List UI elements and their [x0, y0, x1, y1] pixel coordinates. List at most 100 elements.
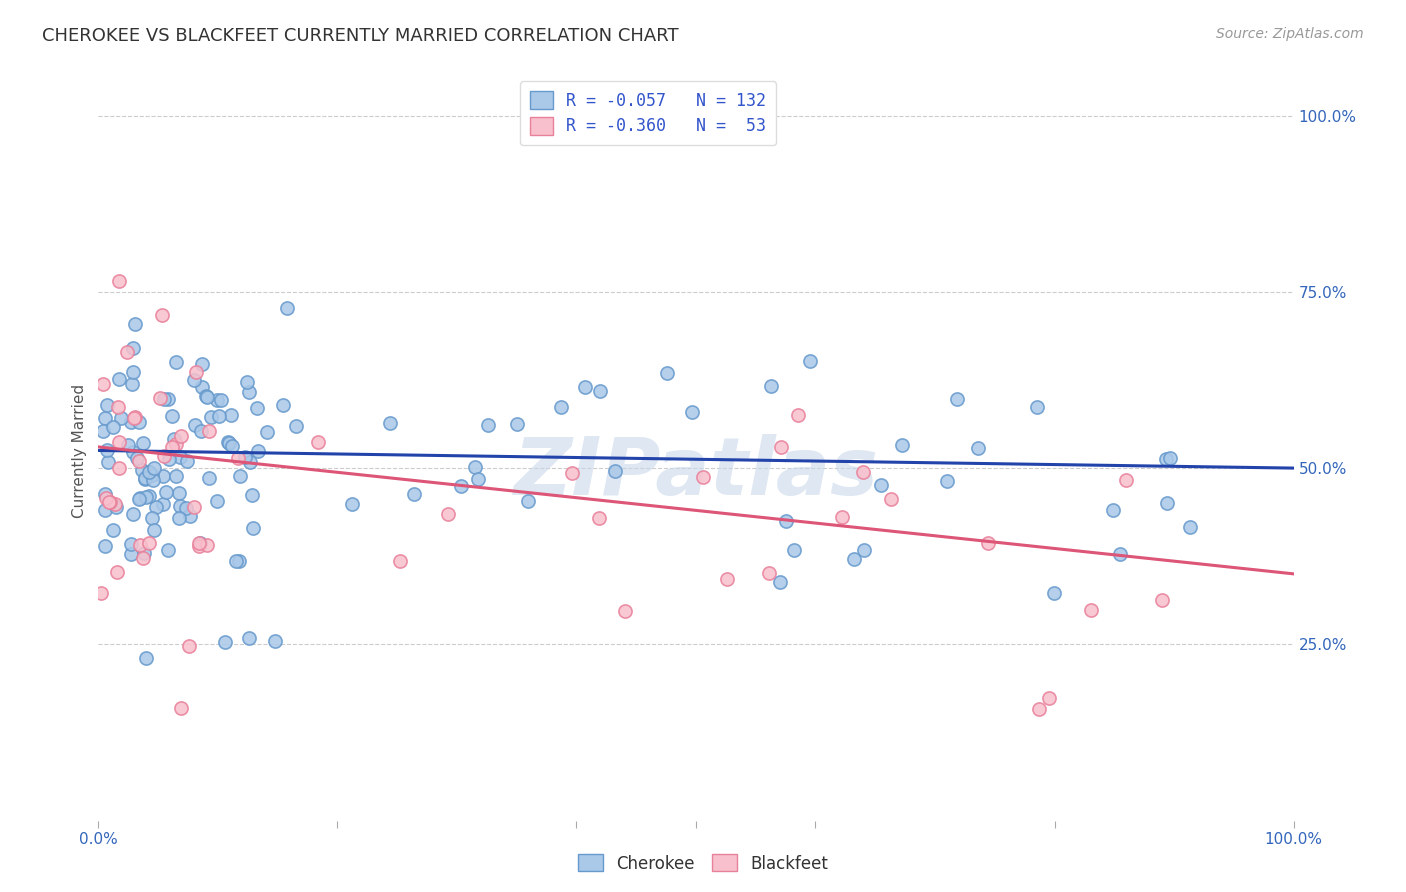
Point [120, 415, 142, 429]
Point [238, 631, 260, 645]
Point [132, 550, 155, 565]
Point [141, 510, 163, 524]
Point [842, 552, 865, 566]
Point [134, 546, 156, 560]
Point [135, 490, 157, 504]
Point [307, 435, 329, 450]
Point [238, 384, 260, 399]
Point [1178, 520, 1201, 534]
Point [217, 435, 239, 450]
Point [153, 449, 176, 463]
Point [107, 400, 129, 414]
Point [378, 417, 401, 431]
Point [1115, 473, 1137, 487]
Point [169, 450, 191, 464]
Point [1156, 495, 1178, 509]
Point [1038, 691, 1060, 706]
Point [228, 553, 250, 567]
Point [179, 508, 201, 523]
Point [229, 469, 252, 483]
Point [157, 543, 180, 558]
Point [195, 388, 218, 402]
Point [141, 468, 163, 483]
Point [124, 317, 146, 331]
Point [256, 425, 278, 440]
Point [271, 398, 294, 412]
Point [120, 537, 142, 551]
Point [782, 542, 804, 557]
Point [108, 461, 131, 475]
Point [150, 308, 173, 322]
Point [247, 443, 270, 458]
Point [128, 415, 150, 429]
Point [852, 465, 875, 479]
Point [197, 471, 219, 485]
Point [101, 420, 124, 434]
Point [221, 439, 243, 453]
Point [138, 465, 160, 479]
Point [104, 497, 127, 511]
Point [156, 392, 179, 406]
Point [169, 499, 191, 513]
Point [107, 371, 129, 385]
Point [240, 488, 263, 502]
Point [759, 379, 782, 393]
Point [115, 345, 138, 359]
Point [122, 507, 145, 521]
Point [589, 384, 612, 398]
Point [191, 358, 214, 372]
Point [90, 586, 112, 600]
Point [93, 424, 115, 438]
Point [94, 540, 117, 554]
Point [163, 432, 186, 446]
Point [94, 503, 117, 517]
Point [1102, 502, 1125, 516]
Point [831, 510, 853, 524]
Point [692, 470, 714, 484]
Point [145, 500, 167, 514]
Point [242, 521, 264, 535]
Point [799, 354, 821, 368]
Point [183, 373, 205, 387]
Point [96, 443, 118, 458]
Point [787, 409, 810, 423]
Point [187, 536, 209, 550]
Point [128, 492, 150, 507]
Point [96, 398, 118, 412]
Point [165, 437, 187, 451]
Point [225, 554, 247, 568]
Point [284, 418, 307, 433]
Point [179, 639, 201, 653]
Point [157, 452, 180, 467]
Point [142, 524, 165, 538]
Point [121, 365, 143, 379]
Point [97, 455, 120, 469]
Point [108, 273, 131, 287]
Point [143, 460, 166, 475]
Point [205, 494, 228, 508]
Point [124, 410, 146, 425]
Point [188, 539, 211, 553]
Point [550, 401, 572, 415]
Point [198, 425, 221, 439]
Point [758, 566, 780, 580]
Point [1154, 452, 1177, 467]
Point [681, 405, 703, 419]
Point [128, 454, 150, 468]
Point [209, 392, 232, 407]
Point [131, 463, 153, 477]
Point [236, 375, 259, 389]
Point [195, 391, 218, 405]
Point [464, 459, 486, 474]
Point [94, 410, 117, 425]
Point [517, 494, 540, 508]
Point [1025, 400, 1047, 414]
Point [467, 472, 489, 486]
Legend: Cherokee, Blackfeet: Cherokee, Blackfeet [571, 847, 835, 880]
Point [239, 455, 262, 469]
Point [98, 495, 121, 509]
Point [121, 547, 143, 561]
Point [226, 450, 249, 465]
Point [138, 465, 160, 479]
Point [208, 409, 231, 423]
